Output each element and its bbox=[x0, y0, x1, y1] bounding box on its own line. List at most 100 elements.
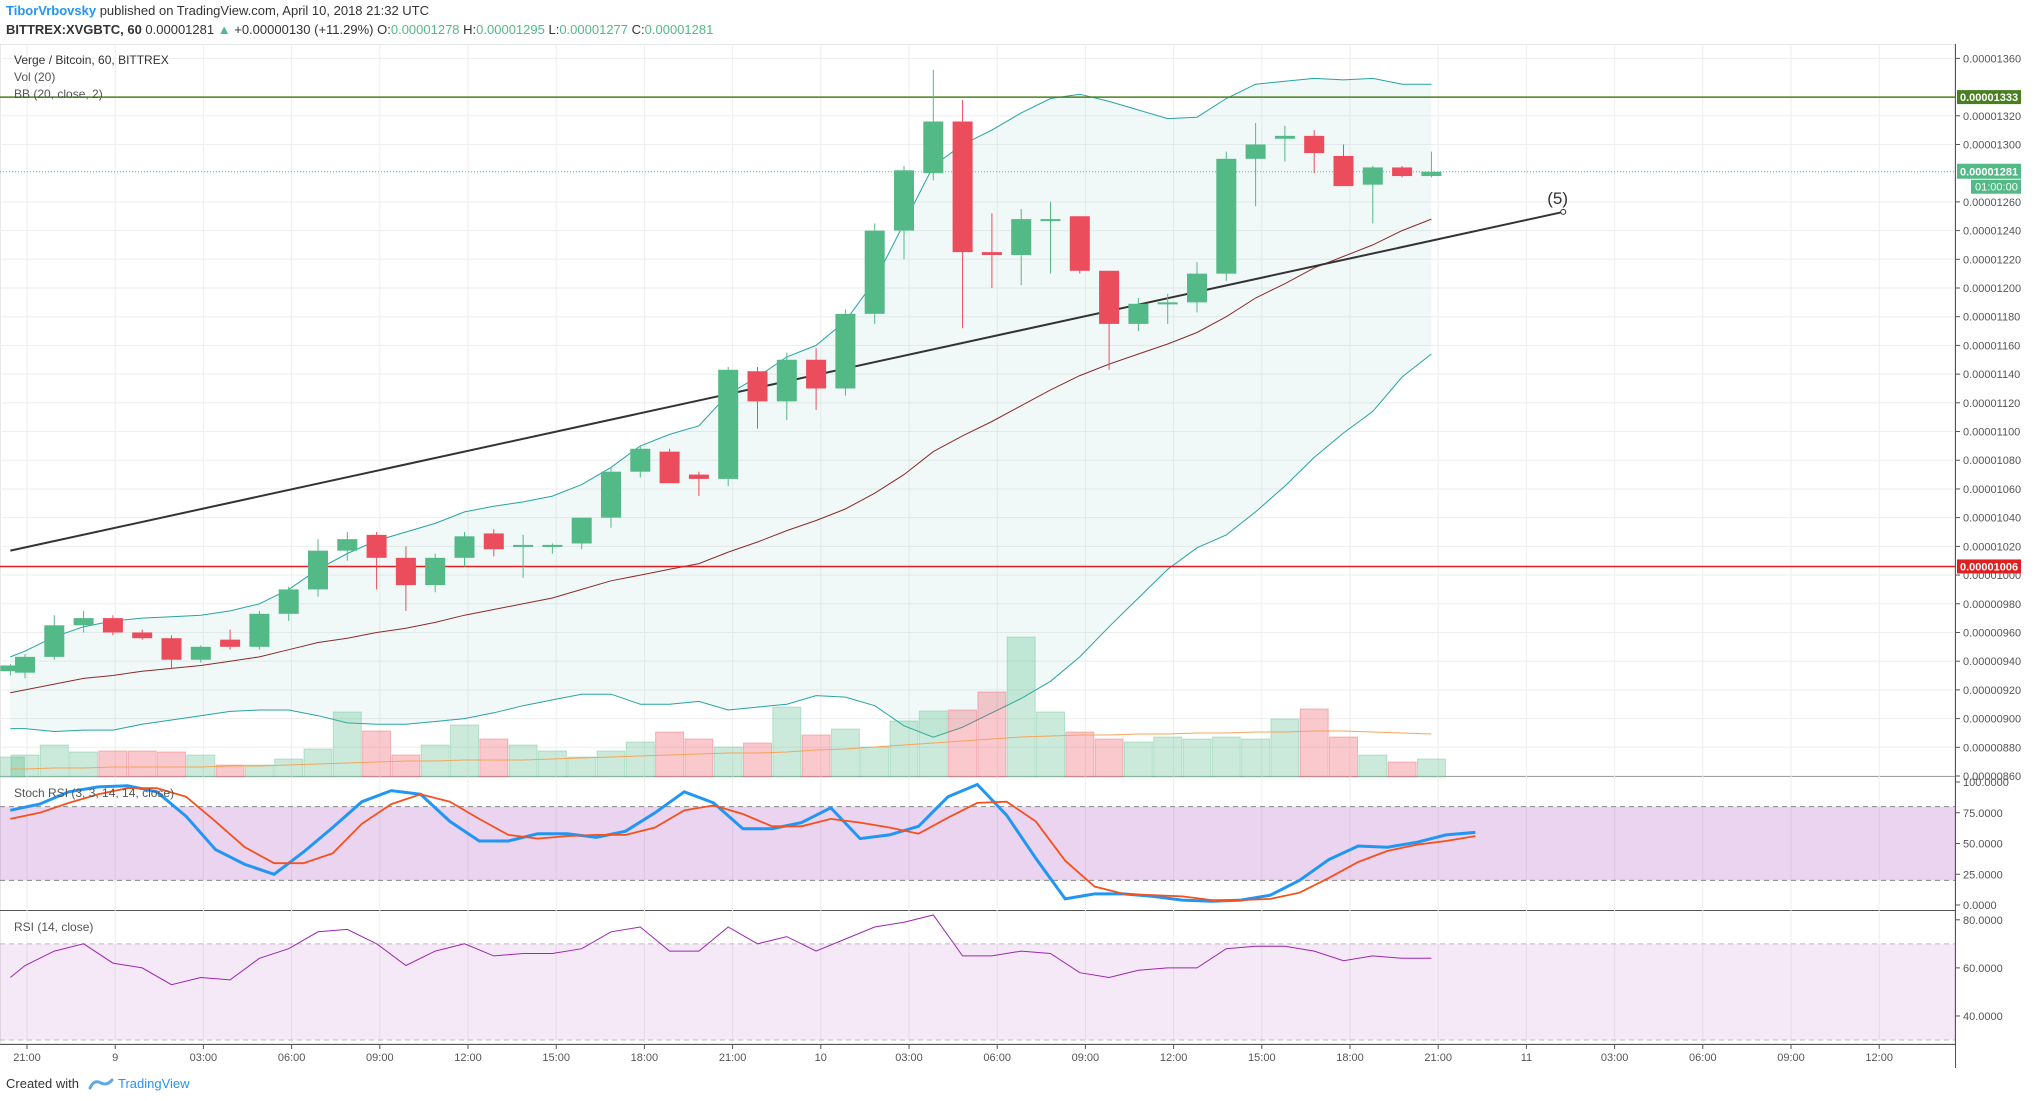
candle[interactable] bbox=[1362, 166, 1383, 224]
price-tick-label: 0.00001080 bbox=[1963, 455, 2021, 467]
volume-bars bbox=[0, 636, 1446, 778]
candle[interactable] bbox=[542, 543, 563, 554]
candle-body bbox=[1099, 270, 1120, 324]
rsi-band-fill bbox=[0, 943, 1955, 1040]
candle[interactable] bbox=[15, 654, 35, 679]
candle[interactable] bbox=[952, 99, 973, 329]
high-value: 0.00001295 bbox=[476, 22, 545, 37]
candles bbox=[0, 69, 1442, 679]
candle[interactable] bbox=[1392, 166, 1413, 178]
time-tick-label: 03:00 bbox=[190, 1052, 218, 1064]
volume-bar bbox=[889, 720, 919, 778]
candle[interactable] bbox=[659, 448, 680, 484]
candle[interactable] bbox=[483, 529, 504, 557]
time-tick-label: 11 bbox=[1521, 1052, 1532, 1064]
candle[interactable] bbox=[806, 348, 827, 410]
candle[interactable] bbox=[1011, 209, 1032, 286]
candle[interactable] bbox=[1304, 130, 1325, 174]
rsi-legend: RSI (14, close) bbox=[14, 920, 93, 934]
author-link[interactable]: TiborVrbovsky bbox=[6, 3, 97, 18]
candle[interactable] bbox=[249, 610, 270, 650]
candle[interactable] bbox=[923, 69, 944, 181]
time-tick-label: 09:00 bbox=[1072, 1052, 1100, 1064]
candle[interactable] bbox=[337, 532, 358, 561]
candle[interactable] bbox=[601, 467, 621, 528]
candle[interactable] bbox=[630, 445, 651, 478]
candle[interactable] bbox=[308, 539, 328, 597]
candle[interactable] bbox=[1216, 151, 1237, 281]
volume-bar bbox=[362, 730, 392, 778]
candle[interactable] bbox=[1187, 262, 1207, 313]
footer: Created with TradingView bbox=[0, 1068, 2035, 1101]
candle-body bbox=[601, 471, 621, 518]
price-tick-label: 0.00001020 bbox=[1963, 541, 2021, 553]
candle[interactable] bbox=[190, 645, 211, 663]
price-tick-label: 0.00001360 bbox=[1963, 53, 2021, 65]
candle[interactable] bbox=[864, 223, 885, 324]
volume-bar bbox=[1153, 736, 1183, 778]
candle[interactable] bbox=[571, 517, 592, 550]
candle[interactable] bbox=[981, 213, 1002, 288]
trend-line-handle[interactable] bbox=[1560, 208, 1567, 215]
candle[interactable] bbox=[1421, 151, 1442, 178]
candle-body bbox=[425, 557, 446, 586]
candle-body bbox=[952, 121, 973, 253]
candle[interactable] bbox=[44, 615, 65, 660]
time-tick-label: 9 bbox=[112, 1052, 118, 1064]
volume-bar bbox=[1036, 711, 1065, 778]
candle[interactable] bbox=[894, 166, 914, 260]
countdown-label: 01:00:00 bbox=[1975, 182, 2018, 194]
candle-body bbox=[864, 230, 885, 314]
candle-body bbox=[308, 550, 328, 590]
candle[interactable] bbox=[278, 586, 299, 621]
candle[interactable] bbox=[102, 615, 123, 636]
price-chart[interactable]: 21:00 9 03:00 06:00 09:00 12:00 15:00 18:00 21:0… bbox=[0, 44, 2035, 1068]
low-label: L: bbox=[548, 22, 560, 37]
volume-bar bbox=[830, 728, 860, 778]
candle[interactable] bbox=[1157, 293, 1178, 324]
candle[interactable] bbox=[1040, 201, 1061, 274]
bollinger-lower-line bbox=[10, 353, 1432, 738]
candle[interactable] bbox=[73, 610, 94, 633]
candle[interactable] bbox=[1245, 122, 1266, 207]
candle[interactable] bbox=[161, 635, 182, 669]
candle[interactable] bbox=[718, 366, 739, 487]
candle[interactable] bbox=[776, 352, 797, 421]
candle[interactable] bbox=[395, 546, 416, 611]
rsi-line bbox=[9, 914, 1432, 986]
candle[interactable] bbox=[454, 532, 475, 567]
candle[interactable] bbox=[425, 553, 446, 593]
candle[interactable] bbox=[132, 629, 153, 640]
candle[interactable] bbox=[688, 471, 709, 497]
tradingview-logo-icon[interactable] bbox=[88, 1076, 114, 1092]
tradingview-link[interactable]: TradingView bbox=[118, 1076, 190, 1091]
volume-bar bbox=[1270, 718, 1300, 778]
volume-bar bbox=[39, 744, 69, 778]
countdown-tag bbox=[1971, 179, 2021, 194]
candle[interactable] bbox=[0, 664, 21, 676]
volume-bar bbox=[567, 756, 597, 778]
time-tick-label: 18:00 bbox=[631, 1052, 659, 1064]
price-tick-label: 0.00001260 bbox=[1963, 197, 2021, 209]
candle-body bbox=[337, 539, 358, 551]
time-tick-label: 06:00 bbox=[983, 1052, 1011, 1064]
close-value: 0.00001281 bbox=[644, 22, 714, 37]
candle[interactable] bbox=[747, 366, 768, 429]
candle[interactable] bbox=[835, 309, 856, 396]
candle[interactable] bbox=[1128, 298, 1149, 332]
candle[interactable] bbox=[513, 534, 534, 578]
price-tick-label: 0.00000880 bbox=[1963, 742, 2021, 754]
publish-text: published on TradingView.com, April 10, … bbox=[99, 3, 430, 18]
candle-body bbox=[1274, 135, 1295, 139]
price-tick-label: 0.00001040 bbox=[1963, 513, 2021, 525]
volume-bar bbox=[537, 750, 567, 778]
volume-bar bbox=[772, 706, 802, 778]
high-label: H: bbox=[463, 22, 477, 37]
candle[interactable] bbox=[1069, 216, 1090, 274]
candle[interactable] bbox=[1099, 270, 1120, 370]
candle[interactable] bbox=[220, 629, 241, 650]
candle[interactable] bbox=[1274, 125, 1295, 162]
candle[interactable] bbox=[1333, 144, 1354, 187]
candle[interactable] bbox=[366, 532, 387, 590]
grid-lines bbox=[0, 44, 1955, 1044]
